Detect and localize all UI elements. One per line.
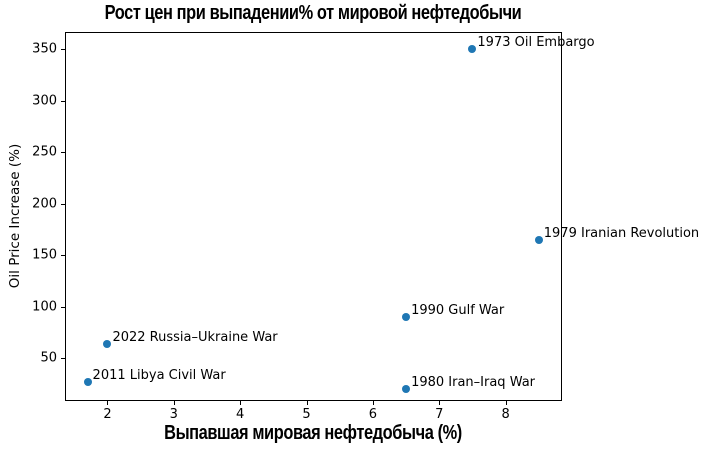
y-tick-mark	[61, 255, 65, 257]
y-tick-label: 50	[40, 350, 57, 366]
data-point	[83, 377, 92, 386]
y-tick-mark	[61, 358, 65, 360]
point-annotation: 1979 Iranian Revolution	[543, 225, 700, 241]
y-tick-mark	[61, 203, 65, 205]
x-tick-label: 8	[501, 407, 510, 422]
point-annotation: 1990 Gulf War	[411, 302, 505, 318]
data-point	[402, 312, 411, 321]
y-tick-label: 100	[32, 299, 57, 315]
x-axis-label: Выпавшая мировая нефтедобыча (%)	[164, 422, 462, 444]
plot-area	[65, 32, 562, 401]
point-annotation: 1973 Oil Embargo	[477, 35, 595, 51]
x-tick-label: 5	[302, 407, 311, 422]
x-tick-mark	[306, 401, 308, 405]
x-tick-label: 3	[169, 407, 178, 422]
x-tick-label: 2	[103, 407, 112, 422]
y-tick-label: 200	[32, 196, 57, 212]
x-tick-mark	[439, 401, 441, 405]
x-tick-label: 4	[236, 407, 245, 422]
y-tick-mark	[61, 152, 65, 154]
y-tick-mark	[61, 306, 65, 308]
data-point	[534, 235, 543, 244]
y-tick-label: 350	[32, 41, 57, 57]
y-tick-label: 150	[32, 247, 57, 263]
y-tick-mark	[61, 49, 65, 51]
point-annotation: 2022 Russia–Ukraine War	[112, 329, 278, 345]
data-point	[103, 339, 112, 348]
y-tick-label: 250	[32, 144, 57, 160]
x-tick-label: 7	[435, 407, 444, 422]
x-tick-mark	[107, 401, 109, 405]
x-tick-mark	[240, 401, 242, 405]
y-tick-label: 300	[32, 93, 57, 109]
x-tick-mark	[372, 401, 374, 405]
x-tick-mark	[173, 401, 175, 405]
y-tick-mark	[61, 100, 65, 102]
point-annotation: 2011 Libya Civil War	[92, 367, 226, 383]
x-tick-mark	[505, 401, 507, 405]
data-point	[468, 45, 477, 54]
x-tick-label: 6	[368, 407, 378, 422]
data-point	[402, 385, 411, 394]
y-axis-label: Oil Price Increase (%)	[7, 143, 23, 289]
chart-title: Рост цен при выпадении% от мировой нефте…	[104, 2, 522, 24]
point-annotation: 1980 Iran–Iraq War	[411, 375, 536, 391]
